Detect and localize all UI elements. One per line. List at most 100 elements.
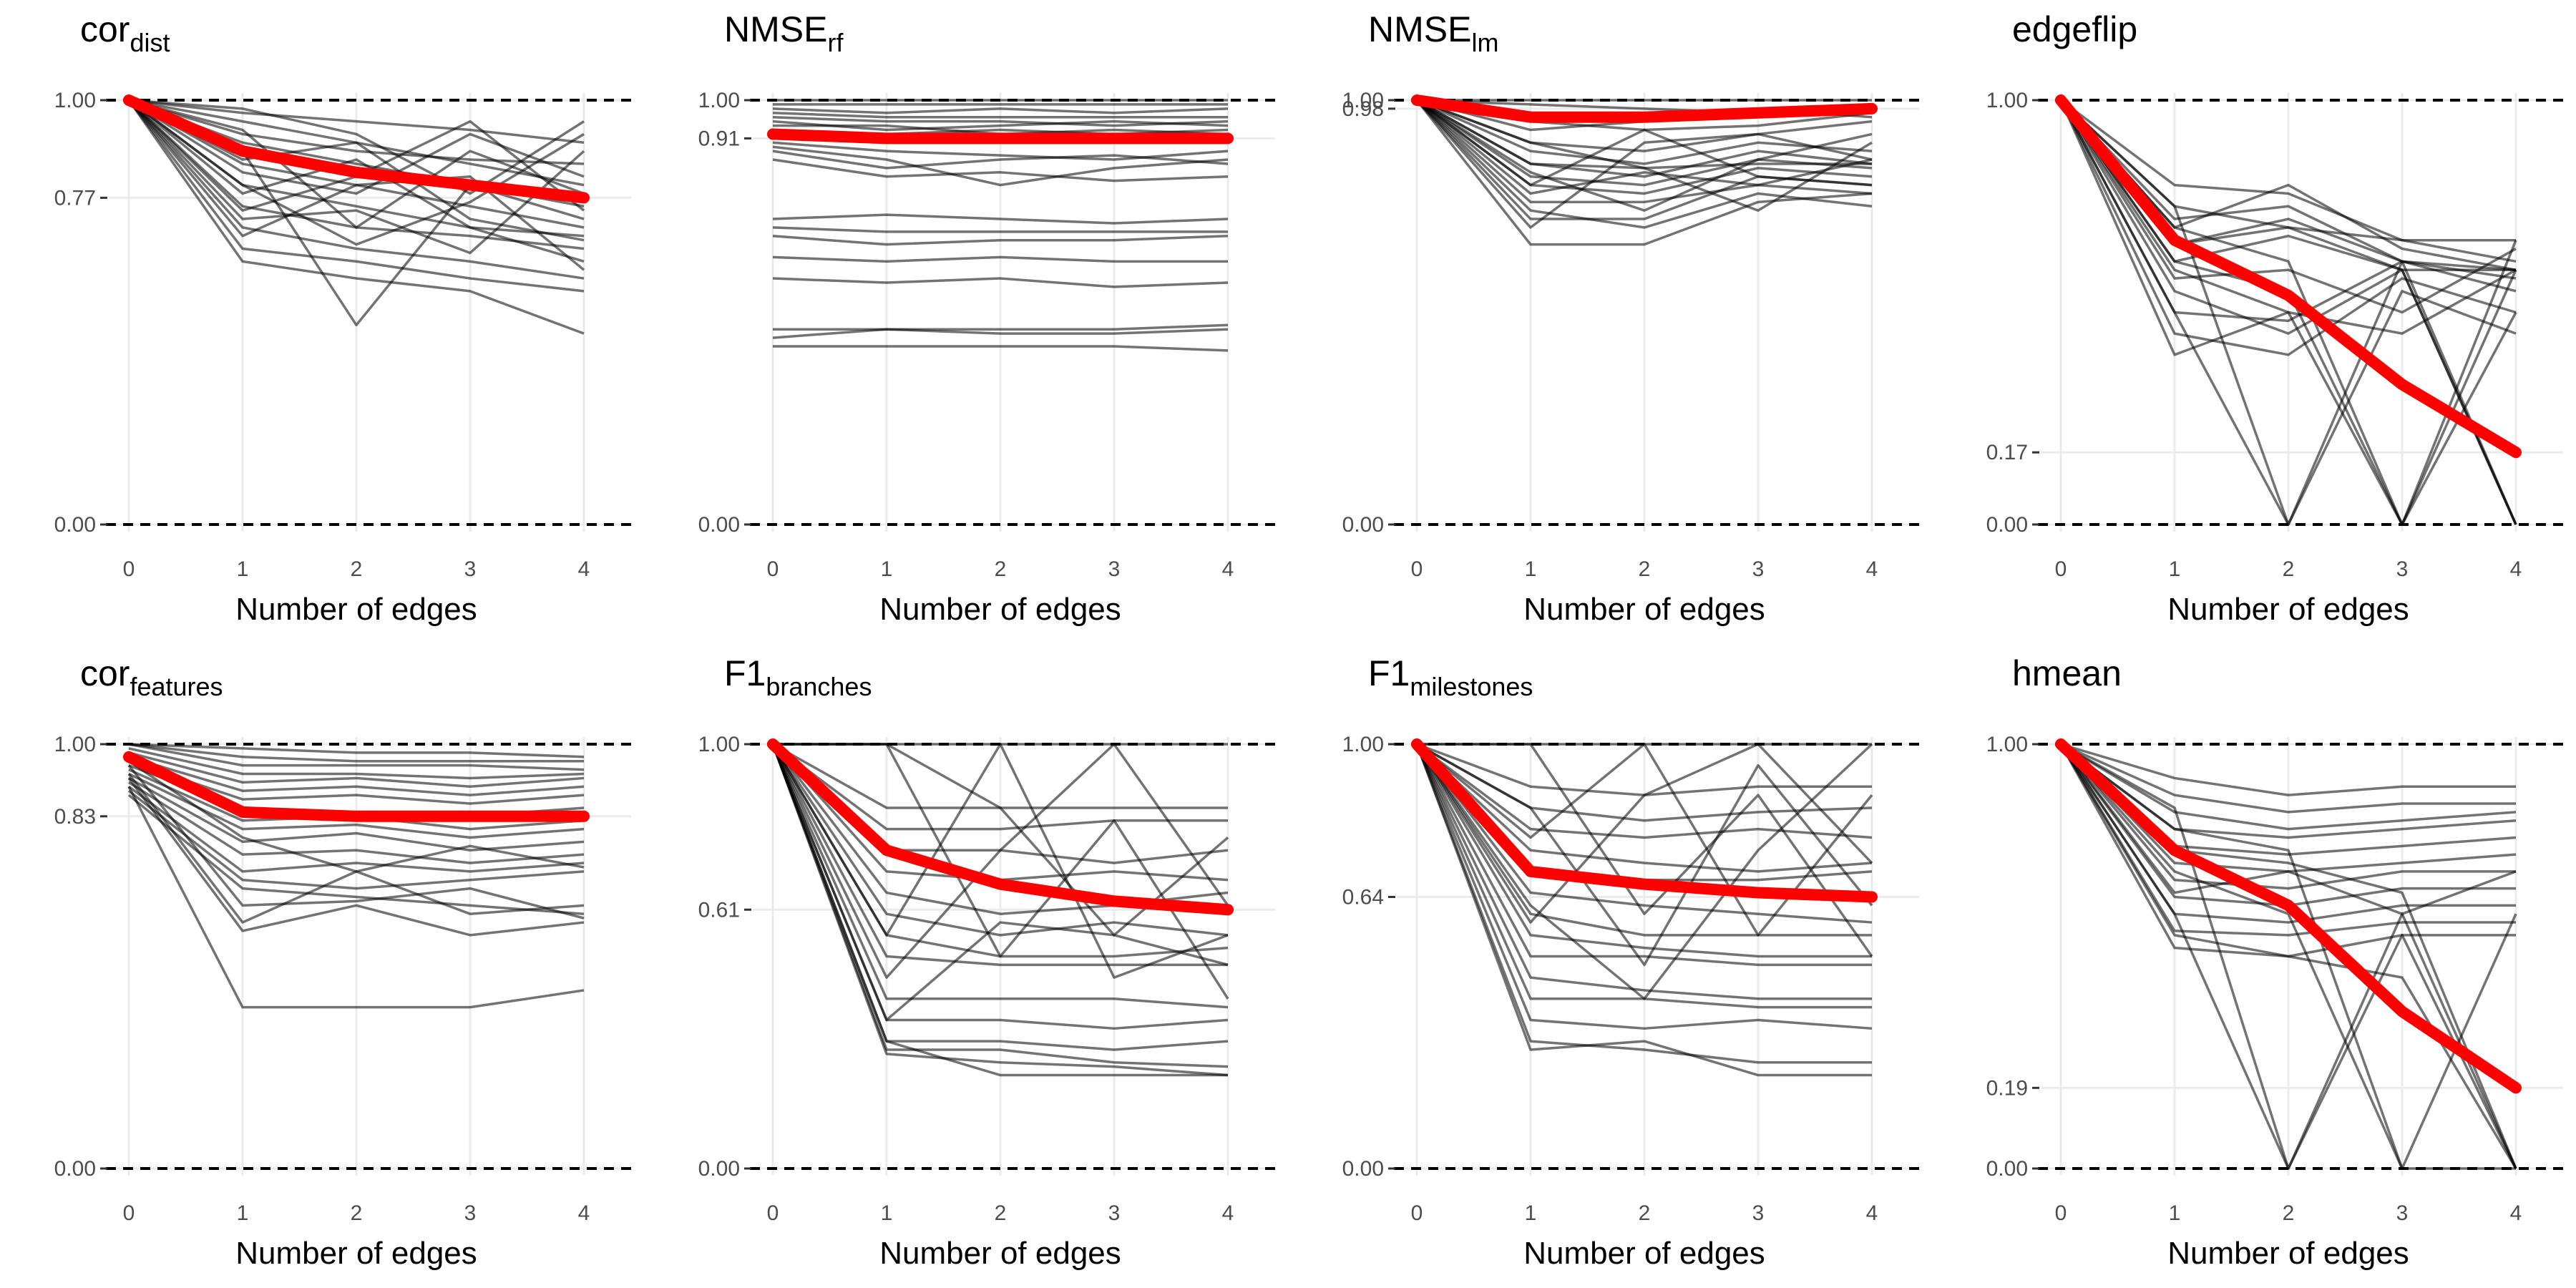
x-tick-label: 2 [995,1201,1007,1225]
panel-title: edgeflip [2012,9,2137,49]
individual-line [127,99,585,255]
individual-line [1417,743,1873,957]
y-tick-label: 0.77 [54,186,96,210]
individual-line [1415,743,1872,1077]
series-individual-lines [127,99,585,335]
y-tick-label: 0.00 [1342,513,1384,537]
individual-line [2059,743,2517,1169]
individual-line [772,145,1229,187]
x-tick-label: 1 [237,557,249,581]
individual-line [772,255,1228,263]
y-tick-label: 0.83 [54,805,96,829]
x-tick-label: 3 [2396,557,2409,581]
individual-line [127,786,585,1009]
x-axis-title: Number of edges [879,592,1121,627]
individual-line [1416,99,1873,212]
x-tick-label: 3 [464,557,477,581]
x-axis-title: Number of edges [879,1236,1121,1271]
individual-line [772,328,1229,339]
panel-title: corfeatures [80,653,223,701]
x-tick-label: 1 [881,1201,893,1225]
x-tick-label: 4 [1222,557,1234,581]
y-tick-label: 1.00 [1342,733,1384,756]
individual-line [127,99,585,271]
x-tick-label: 0 [123,557,135,581]
individual-line [772,115,1229,127]
x-tick-label: 2 [995,557,1007,581]
mean-line [2055,738,2522,1094]
individual-line [772,235,1229,246]
individual-line [1415,99,1873,187]
x-tick-label: 1 [237,1201,249,1225]
individual-line [127,99,585,246]
individual-line [1415,743,1872,1000]
x-tick-label: 2 [1639,557,1651,581]
mean-line [2055,94,2522,459]
individual-line [1416,99,1873,165]
y-tick-label: 1.00 [698,733,740,756]
mean-line [767,128,1234,145]
individual-line [2059,743,2516,937]
individual-line [127,99,585,335]
y-tick-label: 1.00 [698,89,740,112]
x-tick-label: 0 [2055,1201,2067,1225]
x-axis-title: Number of edges [2167,1236,2409,1271]
y-tick-label: 1.00 [1342,89,1384,112]
individual-line [1415,743,1873,1000]
individual-line [128,743,585,771]
panel-5: 0.00 0.83 1.00 0 1 2 3 4 Number of edges corfeatu… [54,653,631,1271]
x-tick-label: 1 [2169,1201,2181,1225]
individual-line [773,323,1229,331]
individual-line [128,99,585,195]
individual-line [128,751,585,789]
individual-line [772,150,1229,170]
individual-line [127,789,585,890]
individual-line [1415,99,1873,229]
individual-line [127,99,585,280]
x-tick-label: 0 [123,1201,135,1225]
x-tick-label: 2 [351,1201,363,1225]
x-tick-label: 1 [1525,557,1537,581]
individual-line [2059,99,2517,526]
x-tick-label: 4 [1866,557,1878,581]
x-tick-label: 4 [578,1201,590,1225]
individual-line [772,119,1229,132]
x-tick-label: 0 [1411,557,1423,581]
x-tick-label: 3 [464,1201,477,1225]
individual-line [771,743,1229,1022]
y-tick-label: 1.00 [1986,89,2028,112]
x-axis-title: Number of edges [2167,592,2409,627]
individual-line [2060,743,2516,814]
series-individual-lines [1415,743,1873,1077]
y-tick-label: 0.19 [1986,1076,2028,1100]
y-tick-label: 1.00 [54,89,96,112]
y-tick-label: 0.98 [1342,97,1384,121]
individual-line [1415,743,1873,924]
individual-line [128,743,585,758]
individual-line [771,743,1229,1009]
x-tick-label: 3 [2396,1201,2409,1225]
panel-7: 0.00 0.64 1.00 0 1 2 3 4 Number of edges F1milest… [1342,653,1919,1271]
panel-title: NMSErf [724,9,844,57]
x-tick-label: 1 [1525,1201,1537,1225]
individual-line [1415,743,1872,937]
mean-line [1411,94,1878,123]
x-tick-label: 3 [1752,1201,1765,1225]
individual-line [1415,743,1873,839]
individual-line [127,99,585,263]
individual-line [772,277,1229,288]
x-tick-label: 2 [2283,1201,2295,1225]
x-tick-label: 3 [1108,1201,1121,1225]
individual-line [772,112,1228,119]
individual-line [772,141,1229,161]
y-tick-label: 0.00 [54,513,96,537]
x-tick-label: 4 [578,557,590,581]
y-tick-label: 0.64 [1342,885,1384,909]
x-axis-title: Number of edges [235,592,477,627]
individual-line [1416,743,1873,967]
panel-1: 0.00 0.77 1.00 0 1 2 3 4 Number of edges cordist [54,9,631,627]
y-tick-label: 0.00 [1986,1157,2028,1181]
individual-line [1415,743,1873,1030]
individual-line [2059,743,2517,1170]
